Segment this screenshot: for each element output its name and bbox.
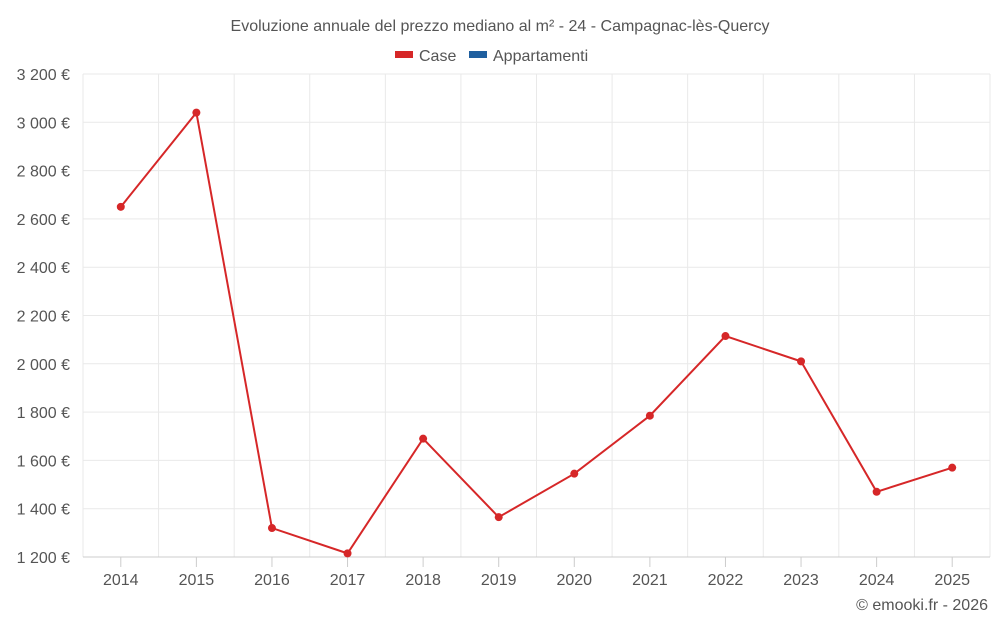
y-tick-label: 2 200 € (17, 309, 70, 326)
data-point[interactable] (872, 487, 881, 496)
legend: Case Appartamenti (395, 48, 588, 65)
y-tick-label: 1 400 € (17, 502, 70, 519)
x-tick-label: 2016 (254, 572, 290, 589)
legend-swatch (469, 51, 487, 58)
x-tick-label: 2025 (934, 572, 970, 589)
y-tick-label: 1 600 € (17, 453, 70, 470)
y-axis-ticks: 1 200 € 1 400 € 1 600 € 1 800 € 2 000 € 2 200… (17, 67, 70, 567)
data-point[interactable] (116, 202, 125, 211)
data-point[interactable] (948, 463, 957, 472)
data-point[interactable] (797, 357, 806, 366)
x-axis-ticks: 2014 2015 2016 2017 2018 2019 2020 2021 2022 2023… (103, 557, 970, 589)
legend-item-case[interactable]: Case (395, 48, 456, 65)
data-point[interactable] (494, 513, 503, 522)
data-point[interactable] (645, 411, 654, 420)
x-tick-label: 2022 (708, 572, 744, 589)
data-point[interactable] (192, 108, 201, 117)
data-point[interactable] (343, 549, 352, 558)
grid-lines (82, 73, 991, 558)
data-point[interactable] (267, 524, 276, 533)
x-tick-label: 2020 (556, 572, 592, 589)
series-line-case (120, 110, 953, 555)
y-tick-label: 2 400 € (17, 260, 70, 277)
data-point[interactable] (419, 434, 428, 443)
data-point[interactable] (570, 469, 579, 478)
x-tick-label: 2023 (783, 572, 819, 589)
x-tick-label: 2018 (405, 572, 441, 589)
x-tick-label: 2017 (330, 572, 366, 589)
x-tick-label: 2014 (103, 572, 139, 589)
y-tick-label: 1 200 € (17, 550, 70, 567)
x-tick-label: 2024 (859, 572, 895, 589)
y-tick-label: 3 000 € (17, 115, 70, 132)
y-tick-label: 2 800 € (17, 164, 70, 181)
y-tick-label: 2 000 € (17, 357, 70, 374)
legend-label: Case (419, 48, 456, 65)
x-tick-label: 2019 (481, 572, 517, 589)
y-tick-label: 3 200 € (17, 67, 70, 84)
y-tick-label: 1 800 € (17, 405, 70, 422)
data-point[interactable] (721, 332, 730, 341)
legend-item-appartamenti[interactable]: Appartamenti (469, 48, 588, 65)
x-tick-label: 2015 (179, 572, 215, 589)
x-tick-label: 2021 (632, 572, 668, 589)
credit-text: © emooki.fr - 2026 (856, 597, 988, 614)
legend-label: Appartamenti (493, 48, 588, 65)
chart-title: Evoluzione annuale del prezzo mediano al… (231, 18, 770, 35)
legend-swatch (395, 51, 413, 58)
series (116, 108, 957, 558)
y-tick-label: 2 600 € (17, 212, 70, 229)
